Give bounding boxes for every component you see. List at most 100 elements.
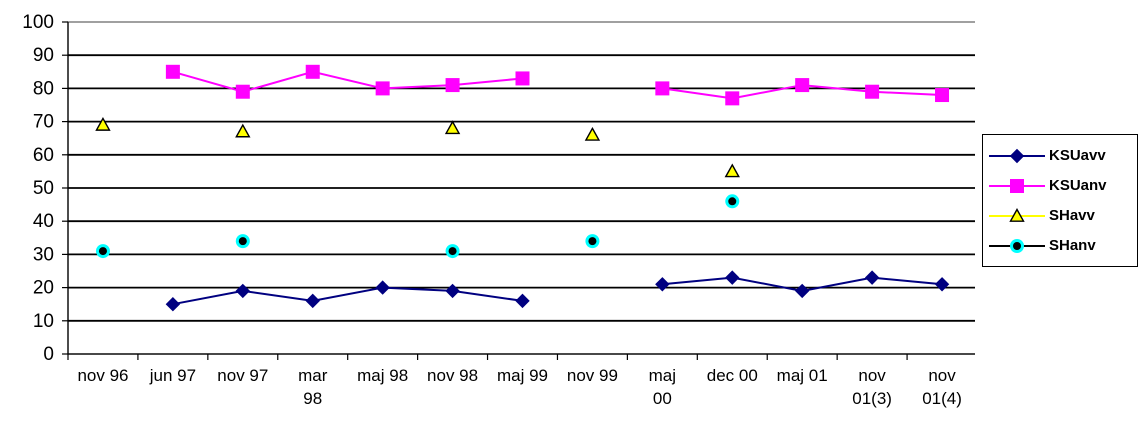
- legend-label: KSUavv: [1049, 147, 1106, 164]
- x-tick-label: nov 96: [77, 366, 128, 385]
- data-point: [725, 270, 740, 285]
- series-SHavv: [95, 116, 740, 178]
- y-tick-label: 40: [33, 211, 54, 232]
- legend-swatch: [989, 239, 1045, 253]
- x-tick-label-line: maj: [649, 366, 676, 385]
- data-point: [725, 194, 740, 209]
- x-tick-label: nov 98: [427, 366, 478, 385]
- data-point-dot: [448, 247, 457, 256]
- data-point: [445, 283, 460, 299]
- x-tick-label-line: mar: [298, 366, 328, 385]
- data-point: [235, 234, 250, 249]
- x-tick-label: nov 01(3): [852, 366, 892, 408]
- x-tick-label-line: nov 99: [567, 366, 618, 385]
- x-tick-label-line: 98: [303, 389, 322, 408]
- y-tick-label: 20: [33, 278, 54, 299]
- data-point: [655, 81, 670, 96]
- legend-label: KSUanv: [1049, 177, 1107, 194]
- legend-swatch: [989, 179, 1045, 193]
- data-point: [235, 283, 251, 299]
- series-KSUavv: [165, 270, 950, 312]
- x-tick-label: jun 97: [149, 366, 196, 385]
- legend-swatch: [989, 148, 1045, 164]
- data-point: [724, 163, 740, 178]
- x-tick-label-line: dec 00: [707, 366, 758, 385]
- x-tick-label-line: nov: [928, 366, 956, 385]
- y-tick-label: 10: [33, 311, 54, 332]
- x-tick-label-line: 00: [653, 389, 672, 408]
- legend-item-SHanv: SHanv: [983, 235, 1137, 257]
- series-line: [172, 286, 523, 306]
- data-point: [95, 116, 111, 131]
- data-point-dot: [728, 197, 737, 206]
- legend-item-KSUanv: KSUanv: [983, 175, 1137, 197]
- data-point: [795, 78, 810, 93]
- x-tick-label: maj 98: [357, 366, 408, 385]
- data-point: [95, 244, 110, 259]
- x-tick-label: mar 98: [298, 366, 328, 408]
- legend-marker-dot: [1013, 242, 1021, 250]
- x-tick-label-line: nov 98: [427, 366, 478, 385]
- y-tick-label: 50: [33, 178, 54, 199]
- data-point: [865, 84, 880, 99]
- y-tick-label: 90: [33, 45, 54, 66]
- legend-label: SHavv: [1049, 207, 1095, 224]
- series-SHanv: [95, 194, 740, 259]
- line-chart: 0 10 20 30 40 50 60 70 80 90 100 nov 96 jun 97 nov 97…: [22, 12, 975, 408]
- data-point: [794, 283, 810, 299]
- data-point: [165, 296, 181, 312]
- data-point: [515, 71, 530, 86]
- data-point: [515, 293, 530, 309]
- data-point: [445, 78, 460, 93]
- data-point-dot: [588, 237, 597, 246]
- x-tick-label-line: maj 99: [497, 366, 548, 385]
- x-tick-label-line: jun 97: [149, 366, 196, 385]
- series-line: [172, 70, 523, 93]
- y-tick-label: 0: [43, 344, 54, 365]
- data-point: [235, 84, 250, 99]
- x-tick-label-line: nov 97: [217, 366, 268, 385]
- legend-marker: [1010, 239, 1024, 253]
- legend-marker: [1009, 208, 1025, 222]
- x-tick-label-line: nov: [858, 366, 886, 385]
- y-tick-label: 60: [33, 145, 54, 166]
- x-tick-label: nov 01(4): [922, 366, 962, 408]
- legend: KSUavv KSUanv SHavv SHanv: [982, 134, 1138, 267]
- data-point: [375, 280, 390, 295]
- legend-item-KSUavv: KSUavv: [983, 145, 1137, 167]
- x-tick-label-line: maj 98: [357, 366, 408, 385]
- data-point-dot: [238, 237, 247, 246]
- data-point: [725, 91, 740, 106]
- data-point: [864, 270, 880, 285]
- data-point: [305, 64, 320, 79]
- data-point: [305, 293, 320, 309]
- data-point: [445, 244, 460, 259]
- x-tick-label-line: 01(4): [922, 389, 962, 408]
- y-tick-label: 70: [33, 112, 54, 133]
- x-tick-label: nov 99: [567, 366, 618, 385]
- data-point: [375, 81, 390, 96]
- legend-item-SHavv: SHavv: [983, 205, 1137, 227]
- legend-marker: [1009, 148, 1025, 164]
- data-point: [444, 120, 461, 135]
- legend-label: SHanv: [1049, 237, 1096, 254]
- data-point: [655, 277, 670, 292]
- data-point: [235, 123, 251, 138]
- x-tick-label-line: 01(3): [852, 389, 892, 408]
- data-point: [165, 64, 180, 79]
- x-tick-label: dec 00: [707, 366, 758, 385]
- data-point: [585, 234, 600, 249]
- legend-swatch: [989, 208, 1045, 222]
- x-tick-label-line: nov 96: [77, 366, 128, 385]
- data-point: [584, 126, 601, 141]
- data-point: [935, 88, 950, 103]
- x-tick-label: maj 01: [777, 366, 828, 385]
- data-point: [934, 277, 950, 292]
- data-point-dot: [98, 247, 107, 256]
- x-tick-label-line: maj 01: [777, 366, 828, 385]
- legend-marker: [1010, 179, 1024, 193]
- x-tick-label: maj 00: [649, 366, 676, 408]
- y-tick-label: 30: [33, 244, 54, 265]
- y-tick-label: 80: [33, 78, 54, 99]
- x-tick-label: nov 97: [217, 366, 268, 385]
